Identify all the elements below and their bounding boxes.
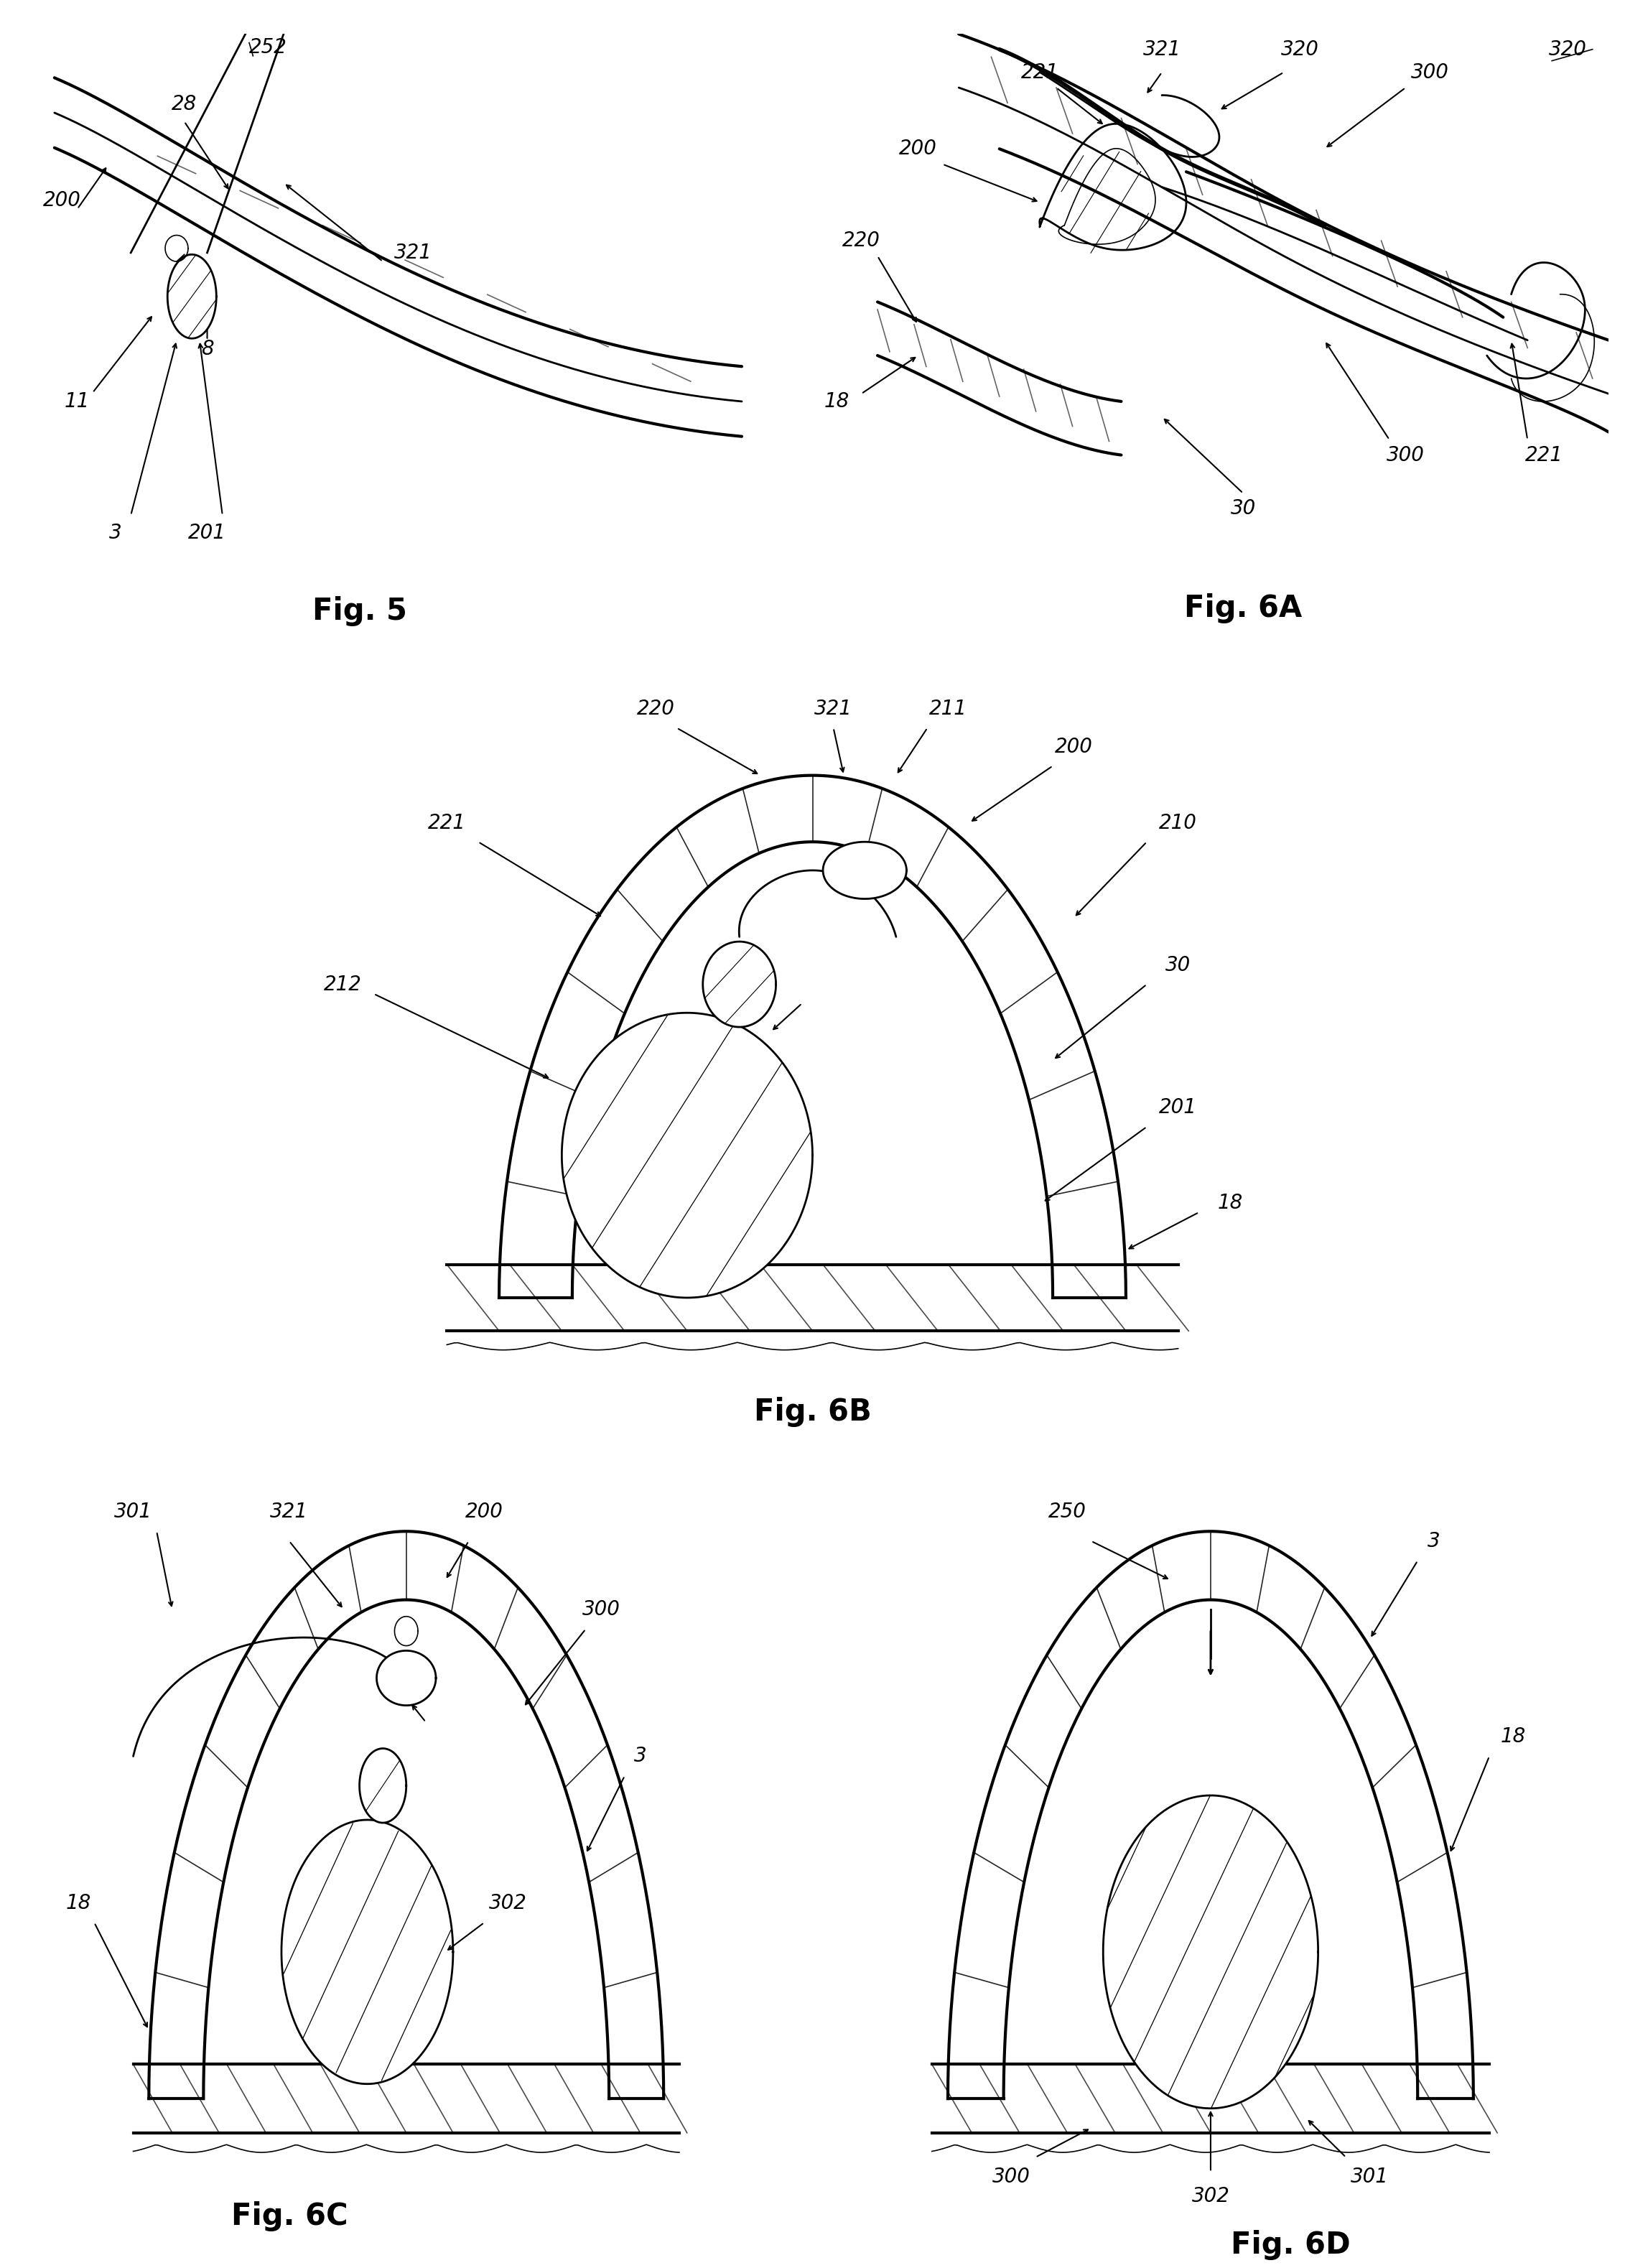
Text: 252: 252	[249, 36, 288, 57]
Text: 321: 321	[270, 1501, 309, 1522]
Text: 300: 300	[993, 2166, 1030, 2186]
Text: 11: 11	[65, 392, 89, 411]
Text: 321: 321	[814, 699, 853, 719]
Polygon shape	[562, 1014, 812, 1297]
Text: Fig. 6C: Fig. 6C	[231, 2200, 348, 2232]
Text: 210: 210	[1159, 812, 1198, 832]
Text: 301: 301	[1350, 2166, 1389, 2186]
Polygon shape	[704, 941, 777, 1027]
Text: 300: 300	[582, 1599, 621, 1619]
Text: 30: 30	[1165, 955, 1191, 975]
Text: 302: 302	[489, 1894, 527, 1912]
Text: 221: 221	[427, 812, 466, 832]
Text: 200: 200	[44, 191, 81, 211]
Text: 300: 300	[1386, 445, 1425, 465]
Text: 212: 212	[323, 975, 361, 993]
Polygon shape	[377, 1651, 436, 1706]
Text: 321: 321	[1142, 39, 1181, 59]
Text: Fig. 6D: Fig. 6D	[1230, 2229, 1350, 2261]
Polygon shape	[822, 841, 907, 898]
Text: Fig. 6B: Fig. 6B	[754, 1397, 871, 1427]
Text: 320: 320	[1281, 39, 1320, 59]
Text: 3: 3	[109, 522, 122, 542]
Text: 200: 200	[465, 1501, 504, 1522]
Text: 30: 30	[1230, 499, 1256, 519]
Text: 18: 18	[1500, 1726, 1526, 1746]
Text: Fig. 5: Fig. 5	[312, 596, 408, 626]
Text: 302: 302	[1191, 2186, 1230, 2207]
Text: 18: 18	[1217, 1193, 1243, 1213]
Text: 28: 28	[172, 93, 197, 113]
Text: 18: 18	[824, 392, 850, 411]
Text: 220: 220	[637, 699, 674, 719]
Text: 18: 18	[67, 1894, 91, 1912]
Text: Fig. 6A: Fig. 6A	[1185, 592, 1302, 624]
Text: 250: 250	[1048, 1501, 1086, 1522]
Text: 8: 8	[202, 338, 213, 358]
Text: 3: 3	[634, 1746, 647, 1767]
Text: 220: 220	[842, 231, 881, 252]
Text: 301: 301	[114, 1501, 153, 1522]
Text: 211: 211	[930, 699, 967, 719]
Text: 221: 221	[1020, 61, 1060, 82]
Text: 300: 300	[1410, 61, 1450, 82]
Text: 200: 200	[899, 138, 938, 159]
Text: 201: 201	[189, 522, 226, 542]
Polygon shape	[1103, 1796, 1318, 2109]
Text: 200: 200	[1055, 737, 1092, 758]
Text: 201: 201	[1159, 1098, 1198, 1118]
Polygon shape	[167, 254, 216, 338]
Text: 3: 3	[1427, 1531, 1440, 1551]
Polygon shape	[281, 1819, 453, 2084]
Text: 320: 320	[1549, 39, 1588, 59]
Text: 221: 221	[1524, 445, 1563, 465]
Polygon shape	[359, 1749, 406, 1823]
Text: 321: 321	[395, 243, 432, 263]
